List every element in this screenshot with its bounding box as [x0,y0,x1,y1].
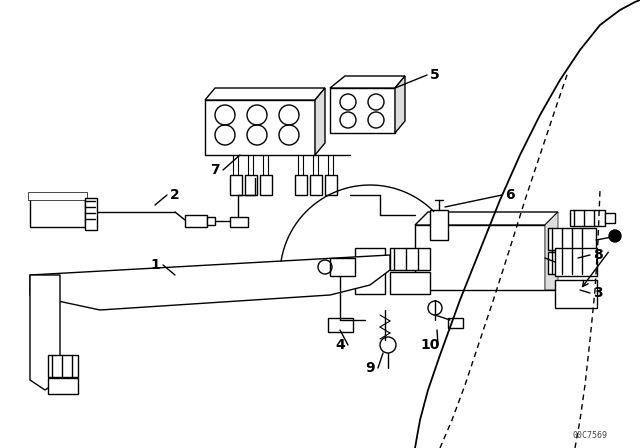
Polygon shape [30,255,390,310]
Polygon shape [395,76,405,133]
Polygon shape [315,88,325,155]
Bar [605,213,615,223]
Bar [330,258,355,276]
Polygon shape [330,76,405,88]
Text: 5: 5 [430,68,440,82]
Bar [245,175,257,195]
Bar [328,318,353,332]
Bar [230,217,248,227]
Text: 6: 6 [505,188,515,202]
Polygon shape [30,275,60,390]
Text: 1: 1 [150,258,160,272]
Bar [207,217,215,225]
Bar [325,175,337,195]
Text: 3: 3 [593,286,603,300]
Text: 9: 9 [365,361,375,375]
Bar [355,248,385,270]
Bar [330,88,395,133]
Bar [28,192,87,200]
Text: 8: 8 [593,248,603,262]
Bar [230,175,242,195]
Bar [48,355,78,377]
Text: 00C7569: 00C7569 [573,431,607,439]
Bar [430,210,448,240]
Polygon shape [545,212,558,290]
Bar [555,248,597,276]
Bar [390,272,430,294]
Bar [30,195,85,227]
Text: 10: 10 [420,338,440,352]
Bar [570,210,605,226]
Bar [390,248,430,270]
Text: 7: 7 [210,163,220,177]
Bar [548,252,596,274]
Polygon shape [205,88,325,100]
Circle shape [609,230,621,242]
Bar [355,272,385,294]
Bar [310,175,322,195]
Bar [555,280,597,308]
Bar [448,318,463,328]
Polygon shape [415,212,558,225]
Bar [48,378,78,394]
Bar [260,175,272,195]
Bar [295,175,307,195]
Bar [205,100,315,155]
Bar [185,215,207,227]
Bar [415,225,545,290]
Text: 2: 2 [170,188,180,202]
Text: 4: 4 [335,338,345,352]
Bar [548,228,596,250]
Bar [85,198,97,230]
